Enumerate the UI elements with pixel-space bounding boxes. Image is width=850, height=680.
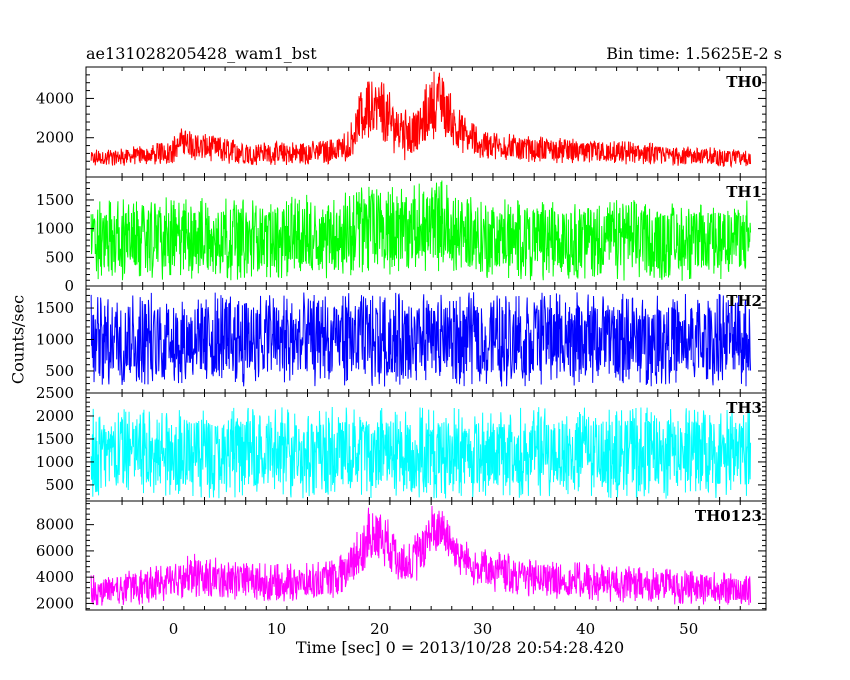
y-tick-label: 2500 (36, 384, 74, 402)
y-tick-label: 6000 (36, 542, 74, 560)
x-tick-label: 40 (576, 620, 595, 638)
y-tick-label: 1000 (36, 331, 74, 349)
y-tick-label: 1000 (36, 453, 74, 471)
x-axis-ticks: 0 10 20 30 40 50 (169, 620, 698, 638)
panel-label-th3: TH3 (726, 399, 762, 417)
y-tick-label: 500 (45, 362, 74, 380)
panel-th2: 500 1000 1500 TH2 (36, 285, 767, 394)
x-axis-label: Time [sec] 0 = 2013/10/28 20:54:28.420 (295, 638, 625, 657)
series-th3 (90, 406, 752, 500)
panel-th0123: 2000 4000 6000 8000 TH0123 (36, 500, 767, 612)
panel-th3: 500 1000 1500 2000 2500 TH3 (36, 384, 767, 502)
panel-label-th2: TH2 (726, 292, 762, 310)
panel-label-th1: TH1 (726, 183, 762, 201)
panel-th1: 0 500 1000 1500 TH1 (36, 176, 767, 295)
x-tick-label: 0 (169, 620, 179, 638)
series-th0 (90, 71, 752, 169)
series-th0123 (90, 505, 752, 606)
chart-title-right: Bin time: 1.5625E-2 s (606, 44, 782, 63)
chart-title-left: ae131028205428_wam1_bst (86, 44, 317, 63)
y-tick-label: 0 (64, 277, 74, 295)
y-tick-label: 4000 (36, 89, 74, 107)
y-tick-label: 1500 (36, 299, 74, 317)
x-tick-label: 50 (679, 620, 698, 638)
y-tick-label: 8000 (36, 516, 74, 534)
x-tick-label: 30 (473, 620, 492, 638)
series-th1 (90, 180, 752, 281)
y-tick-label: 1500 (36, 430, 74, 448)
panel-frame (85, 500, 767, 611)
x-tick-label: 10 (267, 620, 286, 638)
y-tick-label: 500 (45, 248, 74, 266)
panel-th0: 2000 4000 TH0 (36, 66, 767, 178)
y-tick-label: 2000 (36, 129, 74, 147)
x-tick-label: 20 (370, 620, 389, 638)
panel-label-th0: TH0 (726, 73, 762, 91)
panel-label-th0123: TH0123 (695, 507, 762, 525)
series-th2 (90, 292, 752, 387)
y-tick-label: 4000 (36, 568, 74, 586)
y-tick-label: 1000 (36, 220, 74, 238)
y-tick-label: 2000 (36, 594, 74, 612)
y-tick-label: 2000 (36, 407, 74, 425)
y-tick-label: 500 (45, 476, 74, 494)
y-tick-label: 1500 (36, 191, 74, 209)
